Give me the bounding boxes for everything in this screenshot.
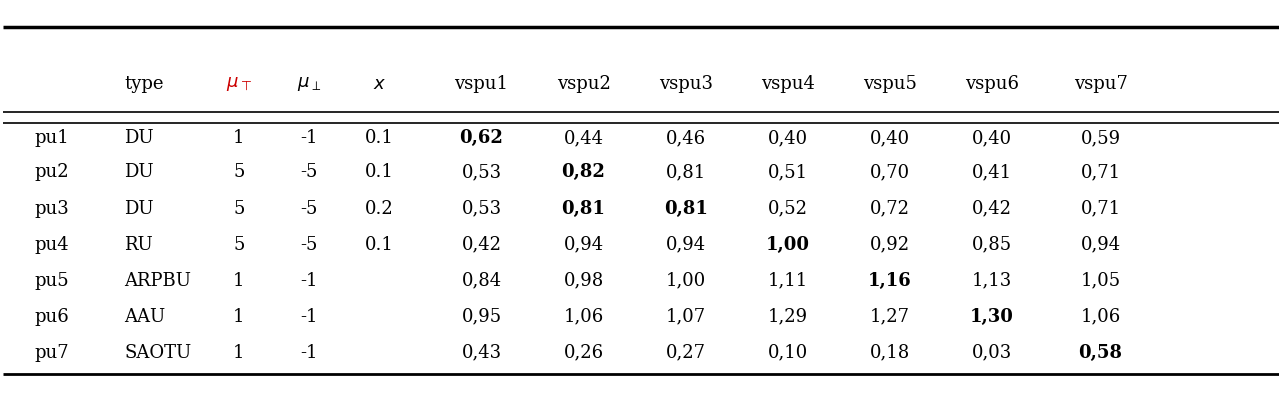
Text: vspu7: vspu7 [1073,75,1127,93]
Text: 5: 5 [233,200,245,217]
Text: 1: 1 [233,272,245,289]
Text: 0,43: 0,43 [462,344,501,362]
Text: pu2: pu2 [35,164,69,181]
Text: 0,41: 0,41 [972,164,1011,181]
Text: DU: DU [124,164,154,181]
Text: 1,29: 1,29 [768,308,808,326]
Text: 0,59: 0,59 [1081,129,1120,147]
Text: 0,70: 0,70 [870,164,910,181]
Text: 0,52: 0,52 [768,200,808,217]
Text: 0,82: 0,82 [562,164,605,181]
Text: 0,94: 0,94 [1081,236,1120,253]
Text: RU: RU [124,236,153,253]
Text: 1: 1 [233,308,245,326]
Text: 0,40: 0,40 [768,129,808,147]
Text: pu4: pu4 [35,236,69,253]
Text: 1,11: 1,11 [768,272,808,289]
Text: 0,42: 0,42 [462,236,501,253]
Text: $\mu_\top$: $\mu_\top$ [226,75,253,93]
Text: vspu4: vspu4 [760,75,815,93]
Text: 0,58: 0,58 [1078,344,1123,362]
Text: vspu3: vspu3 [659,75,713,93]
Text: 0,81: 0,81 [664,200,708,217]
Text: vspu5: vspu5 [863,75,917,93]
Text: -5: -5 [300,164,318,181]
Text: 0.2: 0.2 [365,200,394,217]
Text: 0,03: 0,03 [972,344,1013,362]
Text: 0.1: 0.1 [365,129,394,147]
Text: vspu1: vspu1 [454,75,509,93]
Text: 1,07: 1,07 [665,308,705,326]
Text: 0,40: 0,40 [972,129,1011,147]
Text: 5: 5 [233,236,245,253]
Text: 0,94: 0,94 [665,236,705,253]
Text: 1,00: 1,00 [765,236,810,253]
Text: 0,26: 0,26 [564,344,604,362]
Text: 0.1: 0.1 [365,164,394,181]
Text: 0,10: 0,10 [768,344,808,362]
Text: 1,30: 1,30 [970,308,1014,326]
Text: 1,13: 1,13 [972,272,1013,289]
Text: pu6: pu6 [35,308,69,326]
Text: ARPBU: ARPBU [124,272,191,289]
Text: 0,44: 0,44 [564,129,604,147]
Text: 0,92: 0,92 [870,236,910,253]
Text: 1: 1 [233,344,245,362]
Text: 0.1: 0.1 [365,236,394,253]
Text: pu1: pu1 [35,129,69,147]
Text: 0,51: 0,51 [768,164,808,181]
Text: 0,84: 0,84 [462,272,501,289]
Text: pu7: pu7 [35,344,69,362]
Text: 0,42: 0,42 [972,200,1011,217]
Text: 1,00: 1,00 [665,272,706,289]
Text: 1,06: 1,06 [1081,308,1120,326]
Text: pu5: pu5 [35,272,69,289]
Text: -1: -1 [300,308,318,326]
Text: 0,53: 0,53 [462,200,501,217]
Text: 0,72: 0,72 [870,200,910,217]
Text: type: type [124,75,164,93]
Text: -5: -5 [300,200,318,217]
Text: SAOTU: SAOTU [124,344,191,362]
Text: -1: -1 [300,344,318,362]
Text: 0,95: 0,95 [462,308,501,326]
Text: 0,85: 0,85 [972,236,1011,253]
Text: 0,71: 0,71 [1081,164,1120,181]
Text: $x$: $x$ [373,75,386,93]
Text: AAU: AAU [124,308,165,326]
Text: 0,71: 0,71 [1081,200,1120,217]
Text: 0,98: 0,98 [563,272,604,289]
Text: 0,18: 0,18 [869,344,910,362]
Text: 0,53: 0,53 [462,164,501,181]
Text: DU: DU [124,129,154,147]
Text: vspu2: vspu2 [556,75,610,93]
Text: 0,81: 0,81 [562,200,605,217]
Text: 0,27: 0,27 [665,344,705,362]
Text: 1,27: 1,27 [870,308,910,326]
Text: vspu6: vspu6 [965,75,1019,93]
Text: 1,06: 1,06 [563,308,604,326]
Text: 0,62: 0,62 [459,129,504,147]
Text: 0,81: 0,81 [665,164,706,181]
Text: $\mu_\perp$: $\mu_\perp$ [297,75,322,93]
Text: -1: -1 [300,129,318,147]
Text: 0,40: 0,40 [870,129,910,147]
Text: pu3: pu3 [35,200,69,217]
Text: 5: 5 [233,164,245,181]
Text: 1,16: 1,16 [868,272,912,289]
Text: -1: -1 [300,272,318,289]
Text: 0,94: 0,94 [564,236,604,253]
Text: -5: -5 [300,236,318,253]
Text: DU: DU [124,200,154,217]
Text: 1: 1 [233,129,245,147]
Text: 0,46: 0,46 [665,129,705,147]
Text: 1,05: 1,05 [1081,272,1120,289]
